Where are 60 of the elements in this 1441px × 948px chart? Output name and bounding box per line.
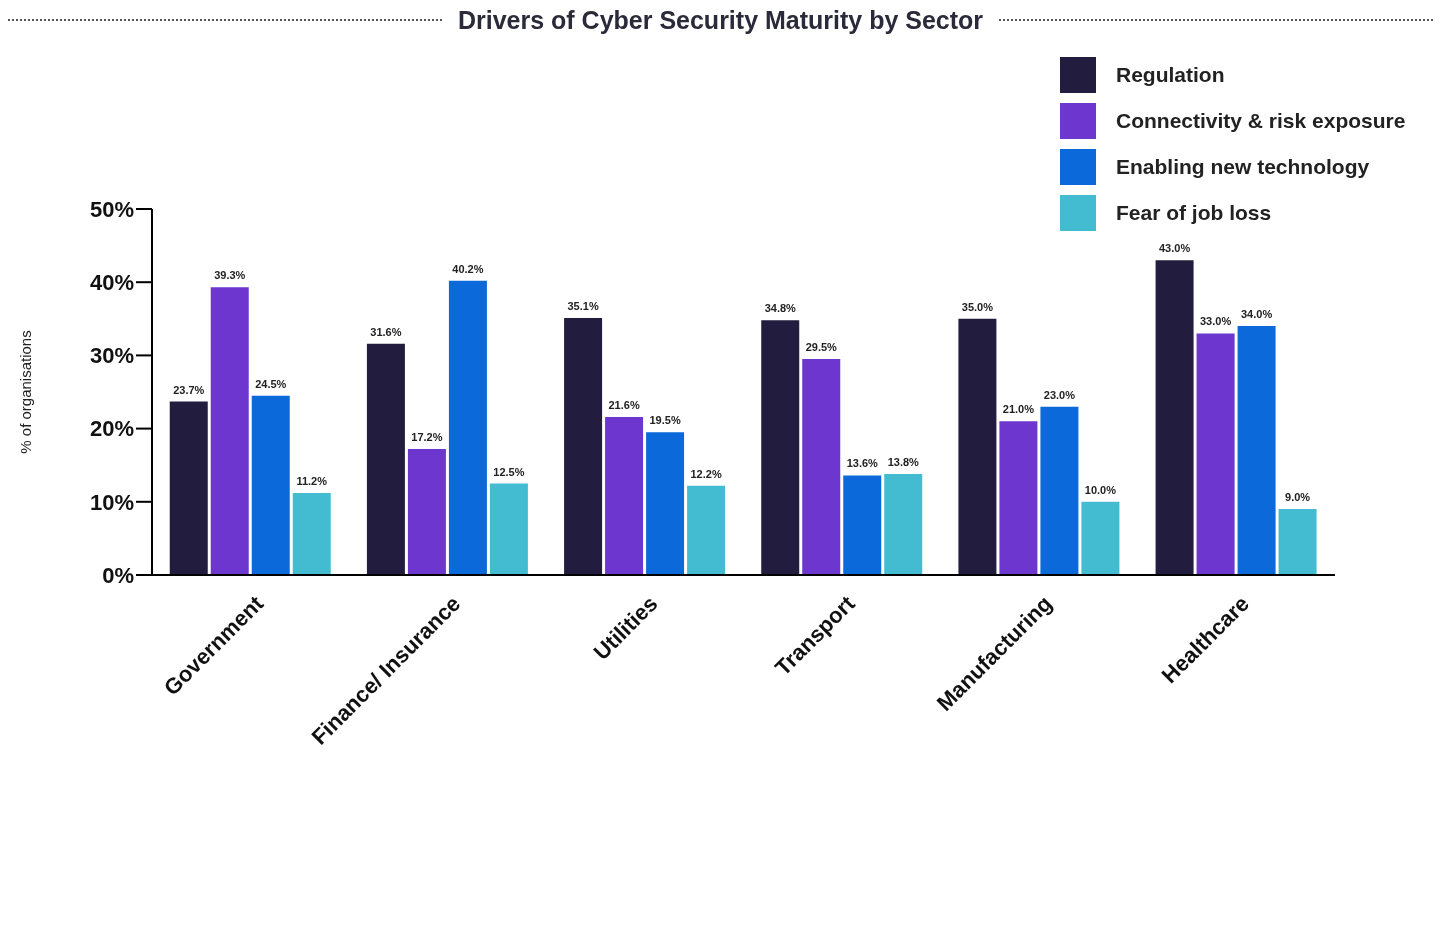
bar bbox=[251, 395, 290, 575]
data-label: 21.0% bbox=[1002, 403, 1035, 416]
y-tick-label: 40% bbox=[89, 270, 134, 296]
bar bbox=[366, 343, 405, 575]
data-label: 13.6% bbox=[846, 457, 879, 470]
bar bbox=[489, 483, 528, 575]
bar bbox=[999, 421, 1038, 575]
legend-label: Enabling new technology bbox=[1116, 155, 1370, 179]
y-tick-label: 30% bbox=[89, 343, 134, 369]
bar bbox=[1278, 509, 1317, 575]
data-label: 40.2% bbox=[452, 262, 484, 275]
legend-label: Connectivity & risk exposure bbox=[1116, 109, 1406, 133]
data-label: 29.5% bbox=[805, 341, 838, 354]
bar bbox=[1237, 326, 1276, 575]
bar bbox=[958, 318, 997, 575]
legend-label: Fear of job loss bbox=[1116, 201, 1272, 225]
data-label: 24.5% bbox=[255, 377, 287, 390]
data-label: 12.5% bbox=[493, 465, 525, 478]
y-tick-label: 10% bbox=[89, 489, 134, 515]
data-label: 17.2% bbox=[411, 431, 443, 444]
bar bbox=[407, 449, 446, 575]
bar bbox=[802, 359, 841, 575]
y-tick-label: 20% bbox=[89, 416, 134, 442]
bar bbox=[687, 485, 726, 575]
bar bbox=[1081, 501, 1120, 575]
bar bbox=[761, 320, 800, 575]
bar bbox=[448, 280, 487, 575]
y-tick-label: 0% bbox=[102, 562, 134, 588]
data-label: 35.0% bbox=[961, 300, 994, 313]
data-label: 23.7% bbox=[173, 383, 205, 396]
chart-title: Drivers of Cyber Security Maturity by Sector bbox=[457, 7, 984, 35]
data-label: 31.6% bbox=[370, 325, 402, 338]
bar bbox=[292, 493, 331, 575]
bar bbox=[884, 473, 923, 575]
data-label: 12.2% bbox=[690, 467, 722, 480]
y-axis-title: % of organisations bbox=[17, 330, 35, 454]
data-label: 19.5% bbox=[649, 414, 681, 427]
data-label: 10.0% bbox=[1084, 483, 1117, 496]
bar bbox=[843, 475, 882, 575]
bar bbox=[1155, 260, 1194, 575]
bar bbox=[564, 318, 603, 575]
bar bbox=[169, 401, 208, 575]
bar bbox=[646, 432, 685, 575]
bar bbox=[605, 416, 644, 575]
y-tick-label: 50% bbox=[89, 196, 134, 222]
data-label: 34.8% bbox=[764, 302, 797, 315]
data-label: 21.6% bbox=[608, 398, 640, 411]
bar bbox=[210, 287, 249, 575]
data-label: 11.2% bbox=[296, 475, 328, 488]
data-label: 39.3% bbox=[214, 269, 246, 282]
data-label: 9.0% bbox=[1285, 491, 1311, 504]
data-label: 33.0% bbox=[1199, 315, 1232, 328]
data-label: 43.0% bbox=[1158, 242, 1191, 255]
bar bbox=[1040, 406, 1079, 575]
bar bbox=[1196, 333, 1235, 575]
data-label: 35.1% bbox=[567, 300, 599, 313]
data-label: 13.8% bbox=[887, 455, 920, 468]
data-label: 34.0% bbox=[1240, 308, 1273, 321]
data-label: 23.0% bbox=[1043, 388, 1076, 401]
legend-label: Regulation bbox=[1116, 63, 1225, 87]
